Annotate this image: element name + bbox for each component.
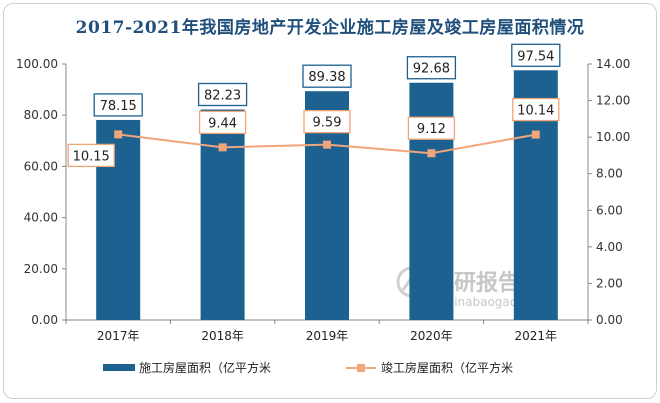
y-right-tick-label: 6.00 <box>596 203 623 217</box>
bar-value-label: 78.15 <box>100 99 137 114</box>
y-right-tick-label: 8.00 <box>596 167 623 181</box>
y-left-tick-label: 100.00 <box>16 57 58 71</box>
line-value-label-box <box>407 116 456 140</box>
line-value-label-box <box>512 97 560 122</box>
bar-value-label-box <box>93 93 143 117</box>
bar-value-label: 97.54 <box>517 49 554 64</box>
line-value-label: 9.59 <box>313 116 342 131</box>
legend: 施工房屋面积（亿平方米 竣工房屋面积（亿平方米 <box>103 360 513 375</box>
line-value-label-box <box>198 110 247 135</box>
axes: 0.00 20.00 40.00 60.00 80.00 100.00 0.00 2.00 4.… <box>16 57 630 343</box>
y-left-tick-label: 20.00 <box>24 262 58 276</box>
line-series <box>114 130 540 158</box>
x-tick-label: 2021年 <box>515 329 558 343</box>
y-left-tick-label: 80.00 <box>24 108 58 122</box>
bar-value-label-box <box>511 43 561 67</box>
bar-value-label-box <box>406 56 457 80</box>
line-value-label: 9.12 <box>417 122 446 137</box>
y-right-tick-label: 10.00 <box>596 130 630 144</box>
legend-swatch-bar <box>103 364 135 371</box>
line-value-label: 9.44 <box>208 116 237 131</box>
data-labels: 78.15 82.23 89.38 92.68 97.54 10.15 9.44 9.59 9.… <box>67 43 561 168</box>
y-right-tick-label: 2.00 <box>596 276 623 290</box>
y-left-tick-label: 60.00 <box>24 159 58 173</box>
y-left-tick-label: 40.00 <box>24 211 58 225</box>
bar <box>200 109 245 320</box>
y-left-tick-label: 0.00 <box>31 313 58 327</box>
bar-value-label-box <box>302 64 352 88</box>
line-point <box>114 130 123 139</box>
y-right-tick-label: 0.00 <box>596 313 623 327</box>
line-value-label-box <box>303 109 351 134</box>
line-value-label-box <box>67 143 115 168</box>
line-point <box>427 149 436 158</box>
x-tick-label: 2017年 <box>97 329 140 343</box>
bar-value-label: 92.68 <box>413 62 450 77</box>
legend-label-line: 竣工房屋面积（亿平方米 <box>381 360 513 375</box>
x-tick-label: 2019年 <box>306 329 349 343</box>
legend-swatch-line-marker <box>357 364 365 372</box>
bar-value-label: 82.23 <box>204 88 241 103</box>
bar-value-label-box <box>197 82 248 107</box>
line-point <box>323 140 331 149</box>
chart-title: 2017-2021年我国房地产开发企业施工房屋及竣工房屋面积情况 <box>75 18 585 38</box>
legend-label-bar: 施工房屋面积（亿平方米 <box>139 360 271 375</box>
line-point <box>218 143 227 152</box>
y-right-tick-label: 12.00 <box>596 94 630 108</box>
line-value-label: 10.14 <box>517 104 554 119</box>
line-point <box>531 130 540 139</box>
x-tick-label: 2018年 <box>201 329 244 343</box>
bar-value-label: 89.38 <box>308 70 345 85</box>
line-value-label: 10.15 <box>73 149 110 164</box>
x-tick-label: 2020年 <box>410 329 453 343</box>
y-right-tick-label: 4.00 <box>596 240 623 254</box>
y-right-tick-label: 14.00 <box>596 57 630 71</box>
